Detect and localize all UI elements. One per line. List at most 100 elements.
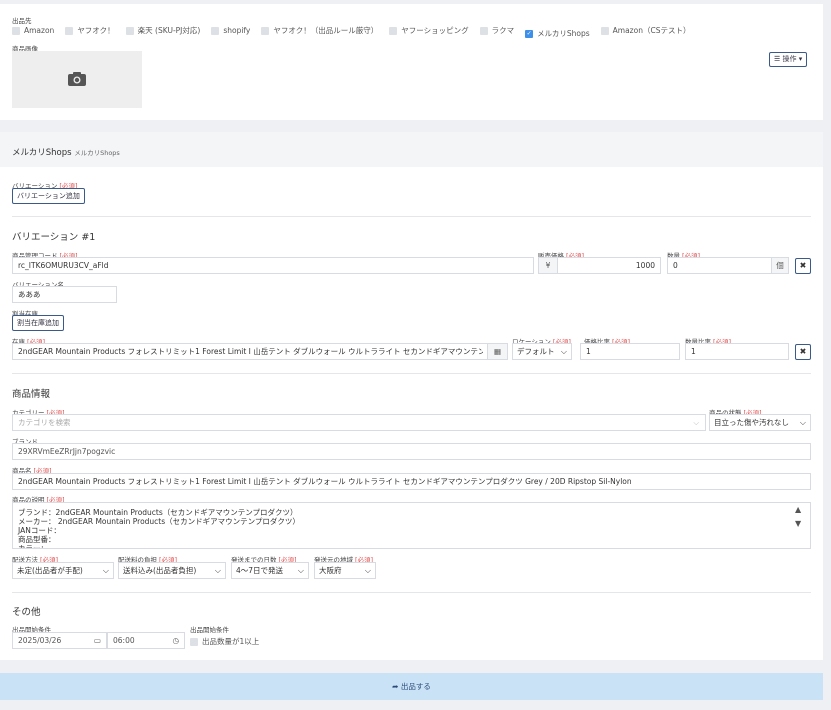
destinations-list: Amazon ヤフオク！ 楽天 (SKU-PJ対応) shopify ヤフオク！（出品ル… [12,25,701,39]
mercari-card: メルカリShops メルカリShops [0,132,823,660]
qty-label: 数量 [必須] [667,252,701,260]
destination-label: ヤフオク！（出品ルール厳守） [273,26,379,35]
category-search-input[interactable]: カテゴリを検索 ⌵ [12,414,706,431]
checkbox[interactable] [211,26,220,35]
camera-icon [68,72,86,86]
image-label: 商品画像 [12,45,38,53]
qty-unit-addon: 個 [771,258,788,273]
brand-label: ブランド [12,438,38,446]
section-subtitle: メルカリShops [74,149,120,157]
product-title: 商品情報 [12,389,51,400]
code-input[interactable]: rc_ITK6OMURU3CV_aFld [12,257,534,274]
ship-from-label: 発送元の地域 [必須] [314,556,374,564]
destination-checkbox[interactable]: ヤフオク！（出品ルール厳守） [261,25,378,36]
chevron-down-icon: ⌵ [693,418,699,427]
ship-days-label: 発送までの日数 [必須] [231,556,297,564]
ship-days-select[interactable]: 4〜7日で発送 ⌵ [231,562,309,579]
checkbox[interactable] [479,26,488,35]
section-header: メルカリShops メルカリShops [0,132,823,167]
divider [12,216,811,217]
chevron-down-icon: ⌵ [102,566,109,575]
cond-label: 出品開始条件 [190,626,229,634]
product-name-input[interactable]: 2ndGEAR Mountain Products フォレストリミット1 For… [12,473,811,490]
destination-checkbox[interactable]: Amazon [12,26,54,35]
divider [12,592,811,593]
add-variation-button[interactable]: バリエーション追加 [12,188,85,204]
variation-title: バリエーション #1 [12,232,96,243]
submit-label: 出品する [400,682,431,691]
remove-stock-button[interactable]: ✖ [795,344,811,360]
calendar-icon[interactable]: ▭ [93,636,101,645]
destination-label: 楽天 (SKU-PJ対応) [137,26,201,35]
alloc-label: 割当在庫 [12,310,38,318]
chevron-down-icon: ⌵ [560,347,567,356]
name-label: 商品名 [必須] [12,467,52,475]
list-icon: ☰ [774,55,783,63]
condition-value: 目立った傷や汚れなし [714,418,789,427]
ship-method-select[interactable]: 未定(出品者が手配) ⌵ [12,562,114,579]
checkbox[interactable] [65,26,74,35]
ship-from-select[interactable]: 大阪府 ⌵ [314,562,376,579]
checkbox[interactable]: ✓ [525,29,534,38]
other-title: その他 [12,607,41,618]
destinations-card: 出品先 Amazon ヤフオク！ 楽天 (SKU-PJ対応) shopify ヤフオク！… [0,4,823,120]
checkbox[interactable] [261,26,270,35]
destination-checkbox[interactable]: ヤフオク！ [65,25,115,36]
variation-name-input[interactable]: あああ [12,286,117,303]
desc-label: 商品の説明 [必須] [12,496,65,504]
destination-checkbox[interactable]: ✓ メルカリShops [525,28,590,39]
section-title: メルカリShops [12,148,72,158]
condition-label: 商品の状態 [必須] [709,409,762,417]
ship-fee-select[interactable]: 送料込み(出品者負担) ⌵ [118,562,226,579]
destinations-label: 出品先 [12,17,32,25]
image-upload[interactable] [12,51,142,108]
variation-label: バリエーション [必須] [12,182,78,190]
stock-input[interactable]: 2ndGEAR Mountain Products フォレストリミット1 For… [12,343,508,360]
operations-label: 操作 [782,55,797,63]
checkbox[interactable] [12,26,20,35]
destination-checkbox[interactable]: 楽天 (SKU-PJ対応) [125,25,201,36]
qty-ratio-input[interactable]: 1 [685,343,789,360]
price-ratio-input[interactable]: 1 [580,343,680,360]
operations-button[interactable]: ☰ 操作 ▾ [769,52,808,67]
textarea-scrollbar[interactable]: ▲ ▼ [795,505,802,528]
remove-variation-button[interactable]: ✖ [795,258,811,274]
divider [12,373,811,374]
location-label: ロケーション [必須] [512,338,571,346]
stock-value: 2ndGEAR Mountain Products フォレストリミット1 For… [18,347,483,356]
destination-checkbox[interactable]: shopify [211,26,250,35]
destination-checkbox[interactable]: ヤフーショッピング [389,25,469,36]
price-ratio-label: 価格比率 [必須] [584,338,631,346]
destination-label: ラクマ [491,26,515,35]
price-input[interactable]: ¥1000 [538,257,661,274]
condition-select[interactable]: 目立った傷や汚れなし ⌵ [709,414,811,431]
stock-label: 在庫 [必須] [12,338,46,346]
variation-name-label: バリエーション名 [12,281,64,289]
checkbox[interactable] [125,26,134,35]
add-alloc-button[interactable]: 割当在庫追加 [12,315,64,331]
submit-button[interactable]: ➦ 出品する [0,673,823,700]
chevron-down-icon: ⌵ [214,566,221,575]
destination-label: Amazon [24,26,55,35]
checkbox[interactable] [600,26,609,35]
price-label: 販売価格 [必須] [538,252,585,260]
brand-input[interactable]: 29XRVmEeZRrJjn7pogzvic [12,443,811,460]
start-time-input[interactable]: 06:00 ◷ [107,632,185,649]
list-icon[interactable]: ▦ [487,344,507,359]
currency-addon: ¥ [539,258,558,273]
start-date-input[interactable]: 2025/03/26 ▭ [12,632,107,649]
destination-label: ヤフオク！ [77,26,115,35]
qty-condition-checkbox[interactable]: 出品数量が1以上 [190,636,270,648]
location-select[interactable]: デフォルト ⌵ [512,343,572,360]
ship-fee-label: 配送料の負担 [必須] [118,556,178,564]
clock-icon[interactable]: ◷ [172,636,179,645]
destination-checkbox[interactable]: Amazon（CSテスト） [600,25,690,36]
destination-label: メルカリShops [537,29,590,38]
checkbox[interactable] [389,26,398,35]
chevron-down-icon: ⌵ [364,566,371,575]
description-textarea[interactable]: ブランド：2ndGEAR Mountain Products（セカンドギアマウン… [12,502,811,549]
chevron-down-icon: ⌵ [297,566,304,575]
start-label: 出品開始条件 [12,626,51,634]
destination-checkbox[interactable]: ラクマ [479,25,515,36]
